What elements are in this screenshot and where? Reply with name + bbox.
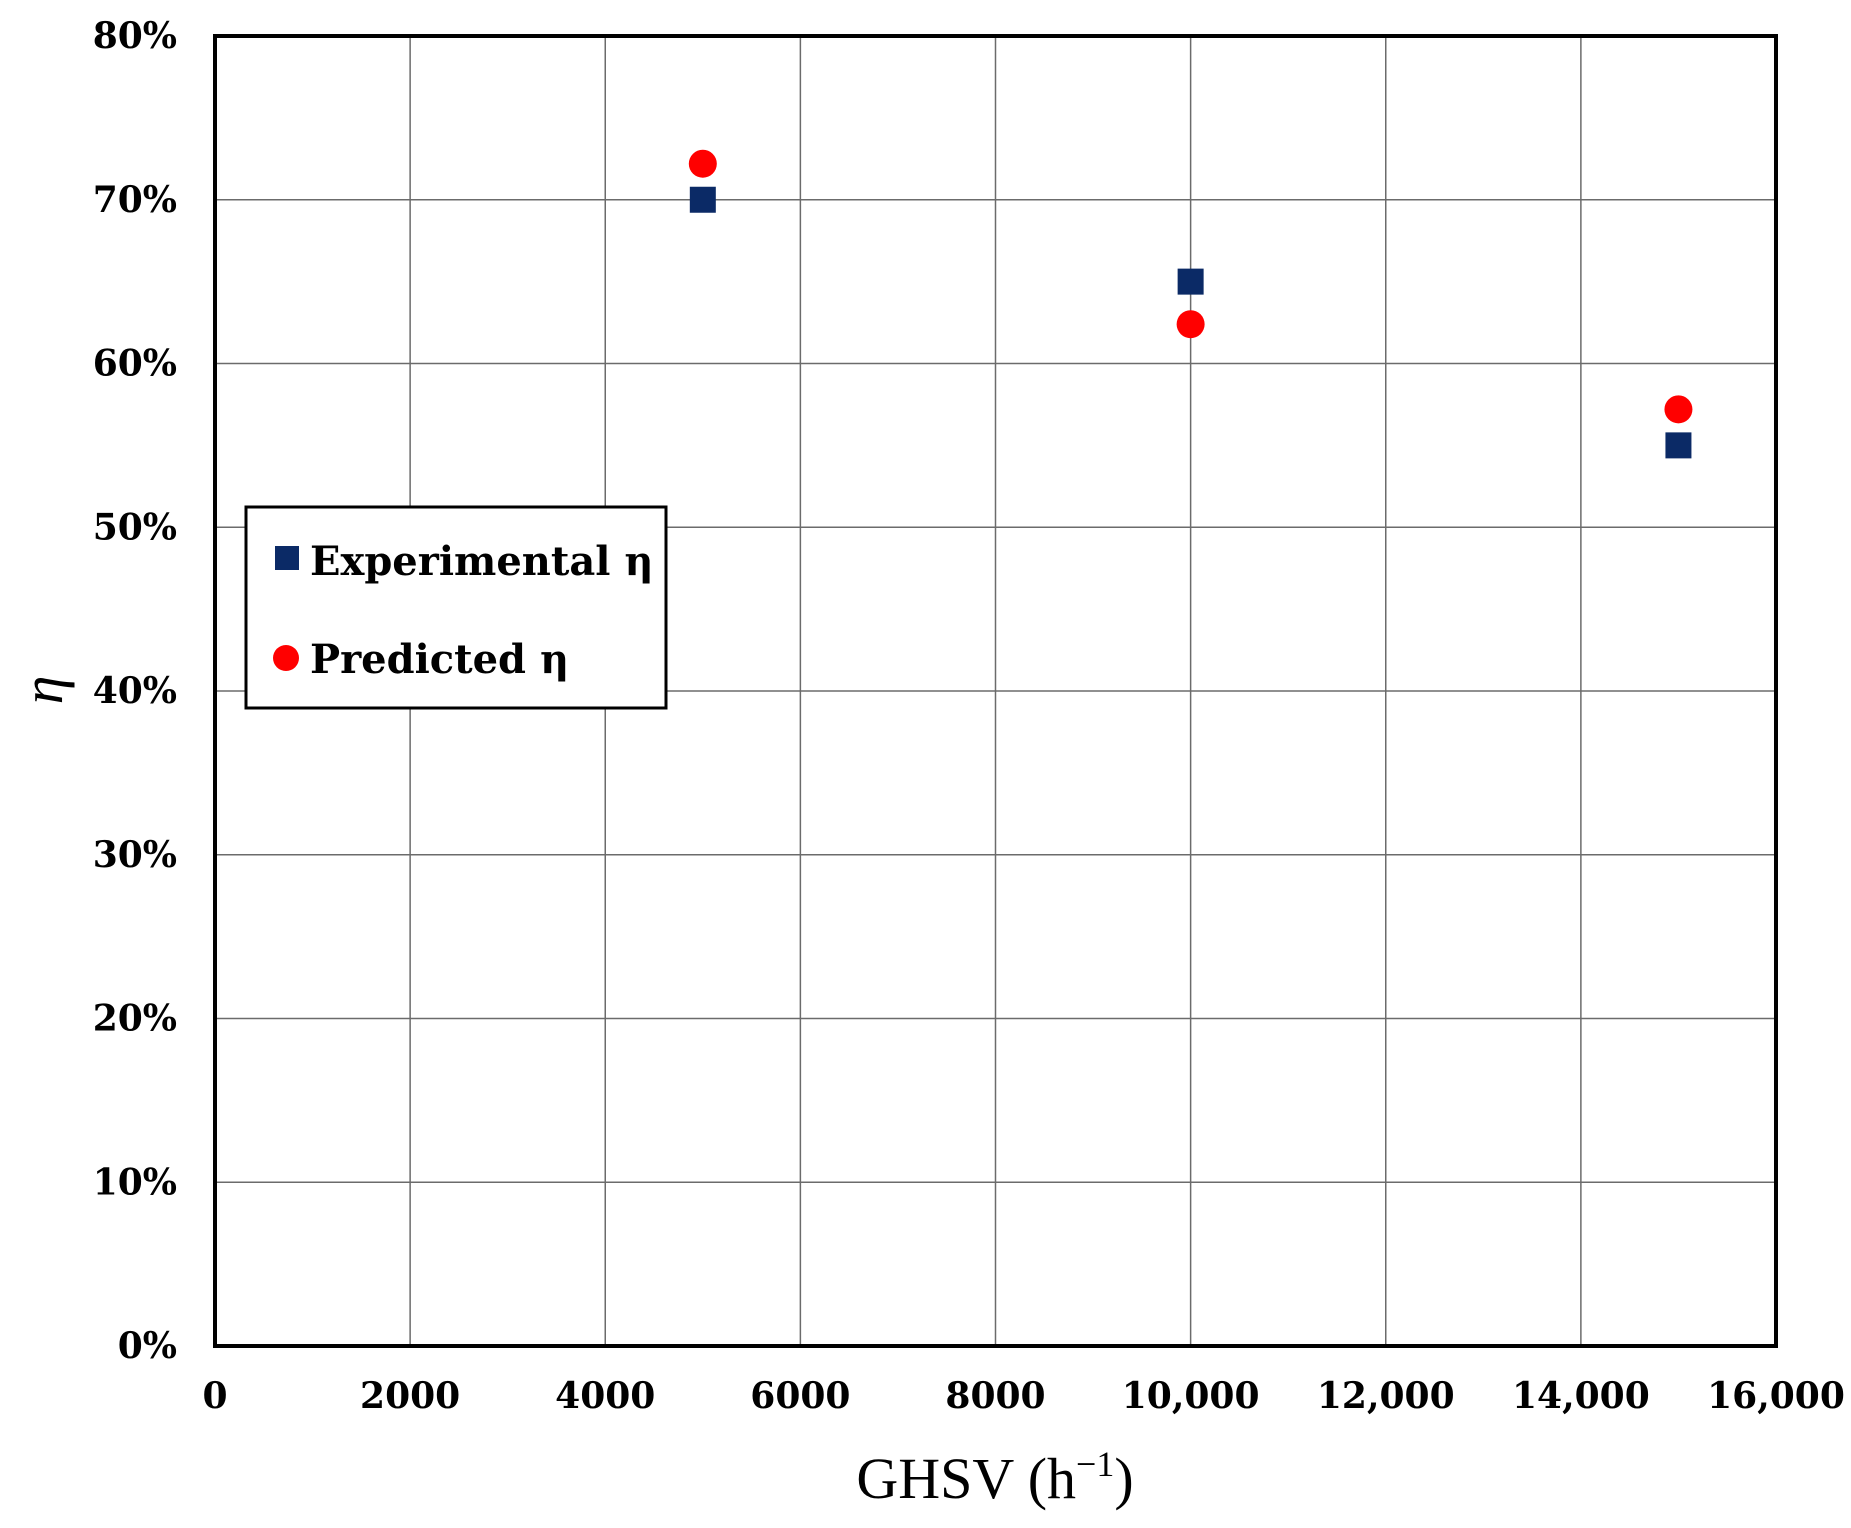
x-tick-label: 10,000 [1122, 1375, 1260, 1417]
x-tick-label: 0 [202, 1375, 227, 1417]
y-tick-label: 0% [118, 1325, 177, 1367]
x-tick-label: 4000 [555, 1375, 655, 1417]
data-point-experimental [1665, 432, 1692, 459]
x-tick-label: 16,000 [1707, 1375, 1845, 1417]
y-tick-label: 60% [93, 343, 177, 385]
y-tick-label: 80% [93, 15, 177, 57]
y-tick-label: 30% [93, 834, 177, 876]
y-tick-label: 70% [93, 179, 177, 221]
legend-label-predicted: Predicted η [310, 636, 569, 683]
y-axis-title: η [10, 676, 75, 705]
y-tick-label: 40% [93, 670, 177, 712]
data-point-predicted [1176, 310, 1205, 339]
legend-box [244, 505, 668, 710]
x-tick-label: 8000 [945, 1375, 1045, 1417]
y-tick-label: 20% [93, 998, 177, 1040]
x-tick-label: 6000 [750, 1375, 850, 1417]
data-point-predicted [688, 149, 717, 178]
x-tick-label: 2000 [360, 1375, 460, 1417]
x-tick-label: 14,000 [1512, 1375, 1650, 1417]
legend-label-experimental: Experimental η [310, 538, 653, 585]
legend-marker-predicted [273, 645, 299, 671]
data-point-experimental [1177, 268, 1204, 295]
data-points [688, 149, 1693, 459]
data-point-experimental [689, 186, 716, 213]
y-tick-labels: 0% 10% 20% 30% 40% 50% 60% 70% 80% [93, 15, 177, 1367]
data-point-predicted [1664, 395, 1693, 424]
legend: Experimental η Predicted η [244, 505, 668, 710]
y-tick-label: 50% [93, 506, 177, 548]
x-axis-title: GHSV (h−1) [856, 1444, 1133, 1511]
legend-marker-experimental [275, 546, 299, 570]
x-tick-labels: 0 2000 4000 6000 8000 10,000 12,000 14,000 16,00… [202, 1375, 1844, 1417]
y-tick-label: 10% [93, 1161, 177, 1203]
x-tick-label: 12,000 [1317, 1375, 1455, 1417]
plot-frame [213, 34, 1778, 1348]
